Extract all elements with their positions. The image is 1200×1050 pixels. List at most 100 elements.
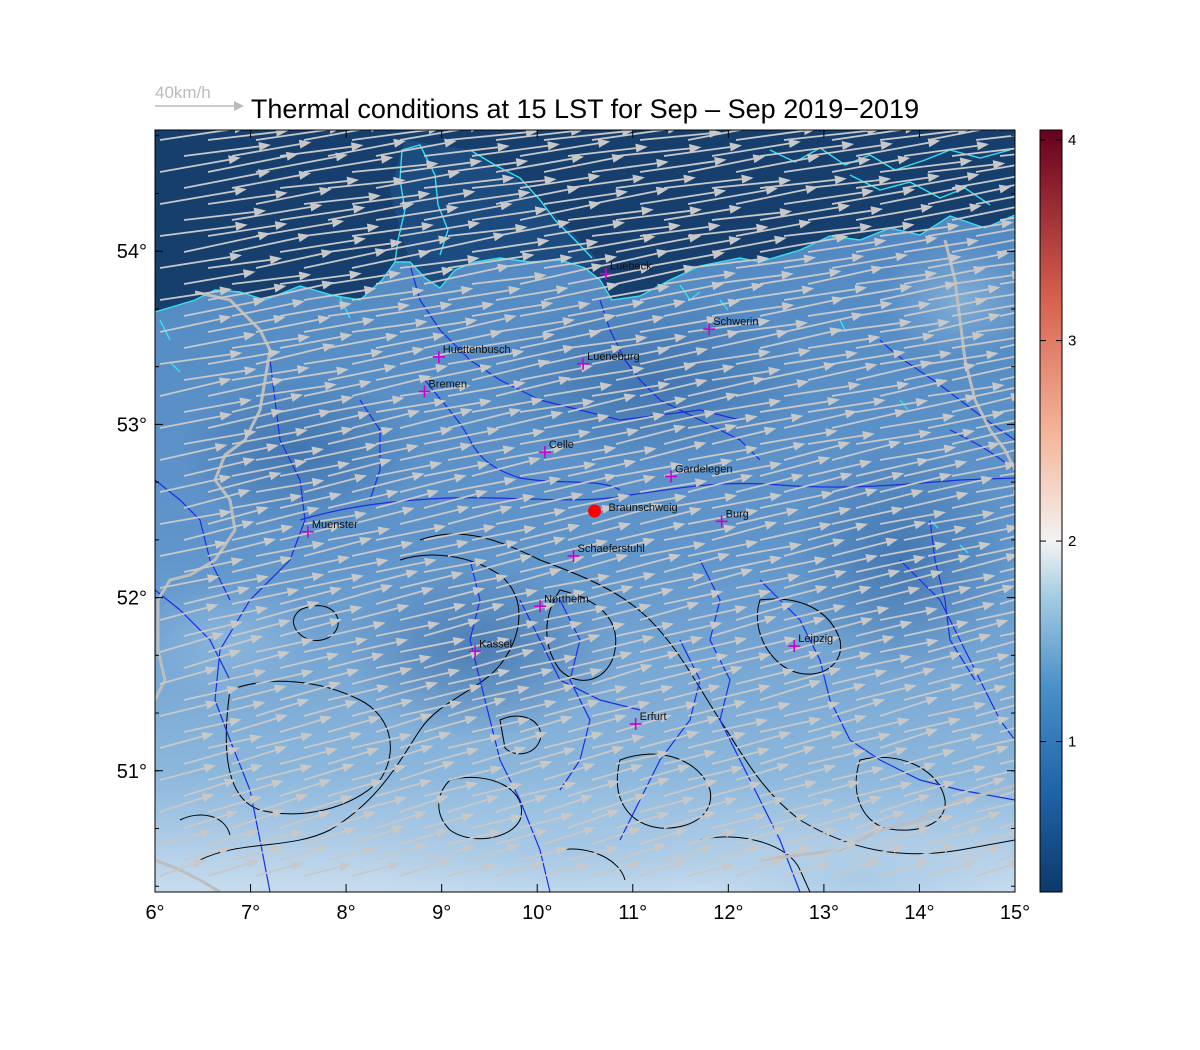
wind-arrow [831,349,906,365]
wind-arrow [327,489,399,509]
wind-arrow [711,521,778,541]
wind-arrow [903,620,969,637]
wind-arrow [159,732,215,749]
y-tick-label: 54° [117,241,147,263]
wind-arrow [423,586,486,605]
wind-arrow [351,409,421,429]
wind-arrow [519,398,595,413]
wind-arrow [351,472,425,493]
wind-arrow [495,794,548,813]
y-tick-label: 52° [117,588,147,610]
wind-arrow [759,845,812,861]
wind-arrow [591,222,681,237]
wind-arrow [495,507,567,525]
wind-arrow [807,841,859,861]
city-label: Huettenbusch [443,344,511,356]
wind-arrow [183,366,257,381]
wind-arrow [279,810,332,829]
wind-arrow [255,764,313,781]
wind-arrow [759,716,822,733]
wind-arrow [303,130,376,141]
wind-arrow [447,130,539,141]
wind-arrow [399,505,470,525]
city-marker: Schwerin [703,316,758,336]
wind-arrow [639,316,719,333]
wind-arrow [591,827,642,845]
wind-arrow [591,381,671,397]
wind-arrow [495,154,584,173]
wind-arrow [687,539,759,557]
wind-arrow [903,554,971,573]
wind-arrow [303,379,372,397]
wind-arrow [231,271,312,285]
wind-arrow [999,662,1015,669]
wind-arrow [471,206,548,221]
wind-arrow [183,846,232,861]
wind-arrow [327,239,403,253]
wind-arrow [711,329,789,349]
x-tick-label: 6° [145,902,164,924]
wind-arrow [231,845,285,861]
wind-arrow [303,573,364,589]
wind-arrow [711,747,771,765]
wind-arrow [543,473,618,493]
wind-arrow [159,574,220,589]
wind-arrow [903,844,956,861]
wind-arrow [279,586,343,605]
wind-arrow [879,281,958,301]
wind-arrow [543,667,603,685]
wind-arrow [279,176,360,189]
wind-arrow [951,553,1015,573]
city-marker: Leipzig [788,633,833,653]
wind-arrow [231,365,310,381]
wind-arrow [423,426,500,445]
wind-arrow [351,637,409,653]
chart-title: Thermal conditions at 15 LST for Sep – S… [251,94,919,124]
x-tick: 12° [713,130,743,924]
wind-arrow [951,428,1015,445]
wind-arrow [999,790,1015,797]
wind-arrow [423,715,478,733]
wind-arrow [711,781,762,797]
wind-arrow [831,605,890,621]
wind-arrow [375,363,448,381]
wind-arrow [327,715,381,733]
wind-arrow [519,812,574,829]
wind-arrow [831,537,899,557]
wind-arrow [927,633,992,653]
wind-arrow [183,141,271,157]
wind-arrow [783,312,864,333]
wind-arrow [303,510,367,525]
wind-arrow [423,232,506,253]
wind-arrow [543,313,617,333]
wind-arrow [279,301,352,317]
wind-arrow [639,635,704,653]
wind-arrow [687,154,766,173]
wind-arrow [615,493,687,509]
wind-arrow [519,654,577,669]
city-marker: Huettenbusch [432,344,511,363]
wind-arrow [567,746,625,765]
wind-arrow [231,524,294,541]
wind-arrow [303,826,357,845]
wind-arrow [855,138,941,157]
wind-arrow [327,426,394,445]
wind-arrow [255,343,336,365]
wind-arrow [183,746,241,765]
wind-arrow [855,620,913,637]
wind-arrow [615,264,696,285]
wind-arrow [735,347,811,365]
wind-arrow [231,459,307,477]
wind-arrow [735,541,802,557]
wind-arrow [567,493,631,509]
wind-arrow [375,204,459,221]
wind-arrow [855,173,940,189]
wind-arrow [711,398,782,413]
wind-arrow [663,621,723,637]
wind-arrow [831,859,880,877]
wind-arrow [375,713,433,733]
wind-arrow [399,637,466,653]
wind-arrow [903,683,963,701]
wind-arrow [927,284,1001,301]
wind-arrow [519,715,573,733]
